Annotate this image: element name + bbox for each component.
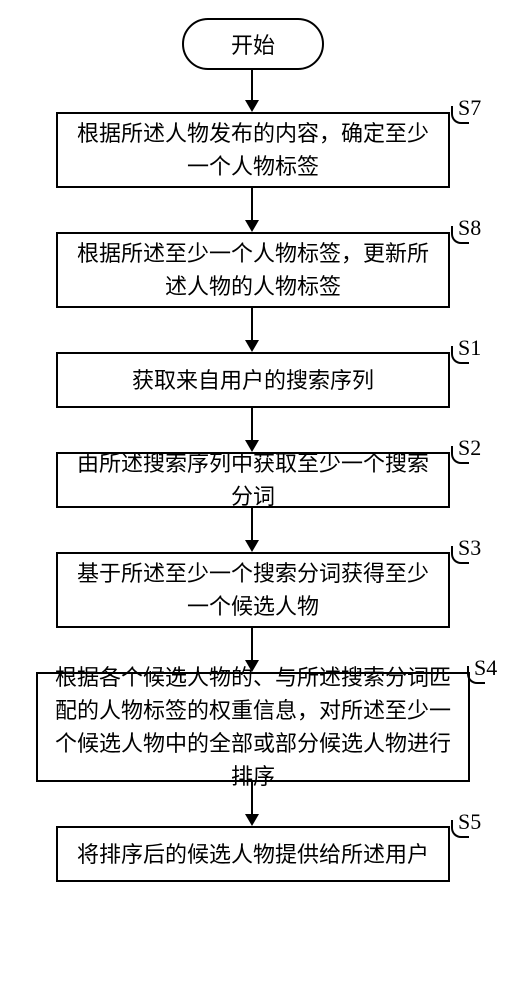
step-label-S2: S2 [458, 435, 481, 461]
arrow-line [251, 188, 253, 222]
step-label-S7: S7 [458, 95, 481, 121]
arrow-head-icon [245, 220, 259, 232]
arrow-head-icon [245, 100, 259, 112]
step-node-S8: 根据所述至少一个人物标签，更新所述人物的人物标签 [56, 232, 450, 308]
step-node-S7: 根据所述人物发布的内容，确定至少一个人物标签 [56, 112, 450, 188]
step-node-S5: 将排序后的候选人物提供给所述用户 [56, 826, 450, 882]
step-label-S4: S4 [474, 655, 497, 681]
step-node-S1: 获取来自用户的搜索序列 [56, 352, 450, 408]
arrow-line [251, 508, 253, 542]
arrow-head-icon [245, 814, 259, 826]
step-node-S2: 由所述搜索序列中获取至少一个搜索分词 [56, 452, 450, 508]
arrow-line [251, 408, 253, 442]
step-node-S3: 基于所述至少一个搜索分词获得至少一个候选人物 [56, 552, 450, 628]
step-label-S1: S1 [458, 335, 481, 361]
step-node-text: 将排序后的候选人物提供给所述用户 [77, 838, 429, 871]
arrow-head-icon [245, 540, 259, 552]
start-node: 开始 [182, 18, 324, 70]
step-node-text: 基于所述至少一个搜索分词获得至少一个候选人物 [68, 557, 438, 623]
arrow-line [251, 70, 253, 102]
arrow-line [251, 628, 253, 662]
step-node-S4: 根据各个候选人物的、与所述搜索分词匹配的人物标签的权重信息，对所述至少一个候选人… [36, 672, 470, 782]
step-label-S5: S5 [458, 809, 481, 835]
arrow-head-icon [245, 660, 259, 672]
step-node-text: 获取来自用户的搜索序列 [132, 364, 374, 397]
step-node-text: 根据所述至少一个人物标签，更新所述人物的人物标签 [68, 237, 438, 303]
start-node-text: 开始 [231, 28, 275, 60]
arrow-line [251, 782, 253, 816]
step-node-text: 由所述搜索序列中获取至少一个搜索分词 [68, 447, 438, 513]
arrow-head-icon [245, 340, 259, 352]
step-node-text: 根据各个候选人物的、与所述搜索分词匹配的人物标签的权重信息，对所述至少一个候选人… [48, 661, 458, 793]
arrow-head-icon [245, 440, 259, 452]
step-label-S3: S3 [458, 535, 481, 561]
step-label-S8: S8 [458, 215, 481, 241]
step-node-text: 根据所述人物发布的内容，确定至少一个人物标签 [68, 117, 438, 183]
arrow-line [251, 308, 253, 342]
